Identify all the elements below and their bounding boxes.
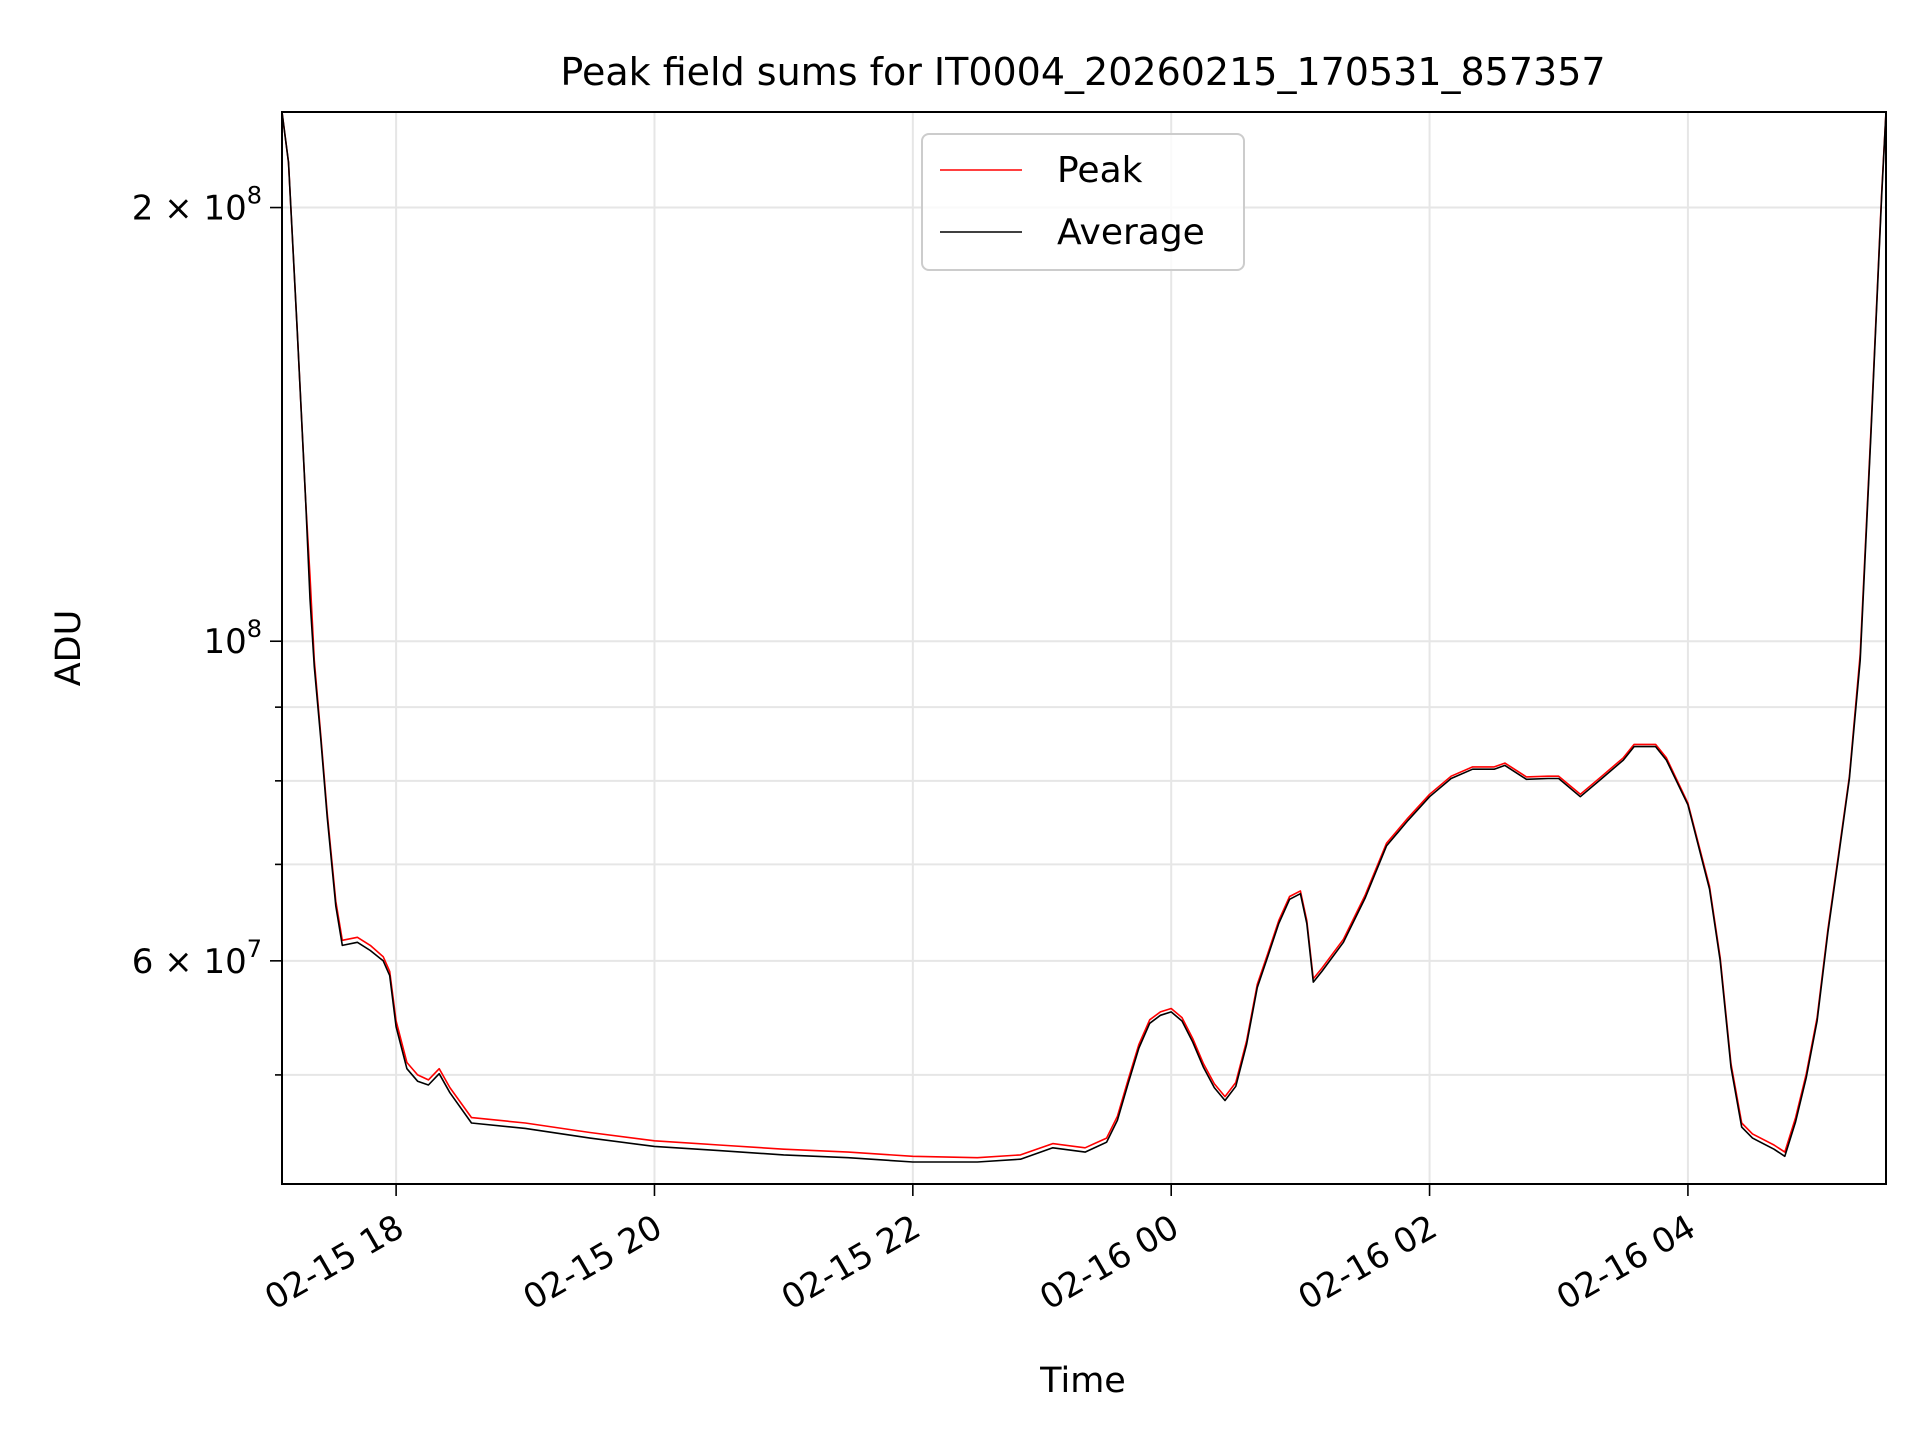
series-lines: [281, 111, 1887, 1163]
y-tick-label: 6 × 107: [132, 935, 262, 982]
legend: Peak Average: [921, 133, 1245, 271]
plot-frame: [281, 111, 1887, 1185]
chart-title: Peak field sums for IT0004_20260215_1705…: [560, 50, 1605, 94]
y-axis-label: ADU: [49, 610, 89, 687]
y-tick-label: 108: [203, 615, 262, 662]
series-line-average: [281, 111, 1887, 1163]
x-axis-label: Time: [1039, 1361, 1126, 1401]
legend-label-peak: Peak: [1057, 150, 1143, 191]
legend-label-average: Average: [1057, 212, 1205, 253]
legend-box: [921, 133, 1245, 271]
y-tick-label: 2 × 108: [132, 182, 262, 229]
